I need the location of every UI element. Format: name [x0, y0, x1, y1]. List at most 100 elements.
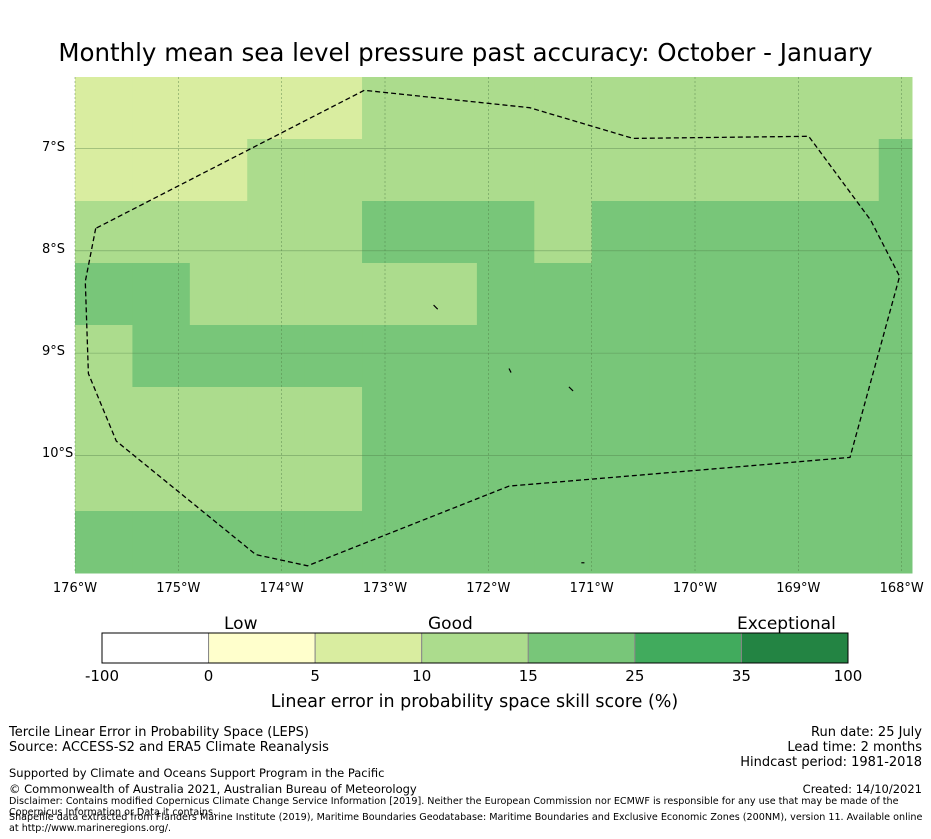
skill-grid	[75, 77, 913, 574]
grid-cell	[534, 325, 593, 388]
grid-cell	[878, 511, 913, 574]
colorbar-tick-label: 10	[412, 667, 432, 685]
grid-cell	[476, 263, 535, 326]
grid-cell	[878, 77, 913, 140]
grid-cell	[706, 77, 765, 140]
colorbar-frame	[101, 632, 849, 664]
longitude-tick-label: 168°W	[879, 581, 924, 596]
colorbar-segment	[634, 632, 742, 664]
source-text: Source: ACCESS-S2 and ERA5 Climate Reana…	[9, 740, 329, 755]
grid-cell	[476, 201, 535, 264]
grid-cell	[649, 511, 708, 574]
grid-cell	[878, 263, 913, 326]
grid-cell	[706, 449, 765, 512]
grid-cell	[763, 263, 822, 326]
colorbar-word-low: Low	[224, 614, 258, 634]
grid-cell	[75, 77, 133, 140]
colorbar-tick-label: 35	[731, 667, 751, 685]
grid-cell	[706, 139, 765, 202]
latitude-tick-label: 7°S	[42, 139, 66, 155]
longitude-tick-label: 175°W	[156, 581, 201, 596]
grid-cell	[706, 263, 765, 326]
grid-cell	[75, 325, 133, 388]
longitude-tick-label: 169°W	[776, 581, 821, 596]
grid-cell	[534, 77, 593, 140]
grid-cell	[247, 201, 306, 264]
grid-cell	[189, 139, 248, 202]
grid-cell	[75, 511, 133, 574]
colorbar-tick-label: 25	[625, 667, 645, 685]
grid-cell	[649, 201, 708, 264]
shapefile-credit-text: Shapefile data extracted from Flanders M…	[9, 812, 923, 834]
grid-cell	[763, 449, 822, 512]
grid-cell	[763, 201, 822, 264]
grid-cell	[649, 139, 708, 202]
grid-cell	[821, 387, 880, 450]
grid-cell	[591, 325, 650, 388]
grid-cell	[132, 325, 191, 388]
colorbar-word-exceptional: Exceptional	[737, 614, 836, 634]
grid-cell	[419, 263, 478, 326]
copyright-text: © Commonwealth of Australia 2021, Austra…	[9, 782, 417, 796]
colorbar-segment	[314, 632, 423, 664]
grid-cell	[763, 77, 822, 140]
support-text: Supported by Climate and Oceans Support …	[9, 766, 385, 780]
grid-cell	[304, 201, 363, 264]
grid-cell	[247, 263, 306, 326]
grid-cell	[821, 201, 880, 264]
grid-cell	[878, 201, 913, 264]
longitude-tick-label: 173°W	[362, 581, 408, 596]
grid-cell	[821, 511, 880, 574]
grid-cell	[706, 201, 765, 264]
grid-cell	[362, 139, 420, 202]
grid-cell	[706, 387, 765, 450]
grid-cell	[132, 449, 191, 512]
grid-cell	[878, 325, 913, 388]
grid-cell	[476, 387, 535, 450]
grid-cell	[419, 325, 478, 388]
island	[508, 368, 512, 373]
colorbar-segment	[740, 632, 849, 664]
colorbar-label: Linear error in probability space skill …	[270, 692, 679, 712]
colorbar-tick-label: -100	[84, 667, 120, 685]
grid-cell	[304, 139, 363, 202]
grid-cell	[649, 449, 708, 512]
grid-cell	[189, 387, 248, 450]
grid-cell	[476, 325, 535, 388]
grid-cell	[362, 201, 420, 264]
grid-cell	[706, 325, 765, 388]
grid-cell	[878, 449, 913, 512]
grid-cell	[591, 139, 650, 202]
eez-boundary	[84, 89, 901, 567]
grid-cell	[591, 77, 650, 140]
grid-cell	[362, 263, 420, 326]
grid-cell	[763, 325, 822, 388]
colorbar-tick-label: 15	[518, 667, 538, 685]
colorbar-tick-label: 100	[833, 667, 863, 685]
grid-cell	[821, 449, 880, 512]
grid-cell	[362, 325, 420, 388]
grid-cell	[362, 449, 420, 512]
grid-cell	[419, 449, 478, 512]
grid-cell	[419, 387, 478, 450]
grid-cell	[649, 77, 708, 140]
grid-cell	[878, 139, 913, 202]
run-date-text: Run date: 25 July	[811, 725, 922, 740]
colorbar-tick-label: 5	[310, 667, 320, 685]
grid-cell	[591, 201, 650, 264]
grid-cell	[476, 511, 535, 574]
grid-cell	[75, 449, 133, 512]
grid-cell	[649, 325, 708, 388]
grid-cell	[591, 449, 650, 512]
grid-cell	[649, 387, 708, 450]
grid-cell	[132, 511, 191, 574]
grid-cell	[362, 387, 420, 450]
grid-cell	[132, 263, 191, 326]
grid-cell	[362, 77, 420, 140]
longitude-tick-label: 176°W	[52, 581, 98, 596]
grid-cell	[763, 387, 822, 450]
grid-cell	[591, 387, 650, 450]
grid-cell	[247, 325, 306, 388]
colorbar-segment	[527, 632, 636, 664]
longitude-tick-label: 170°W	[672, 581, 718, 596]
